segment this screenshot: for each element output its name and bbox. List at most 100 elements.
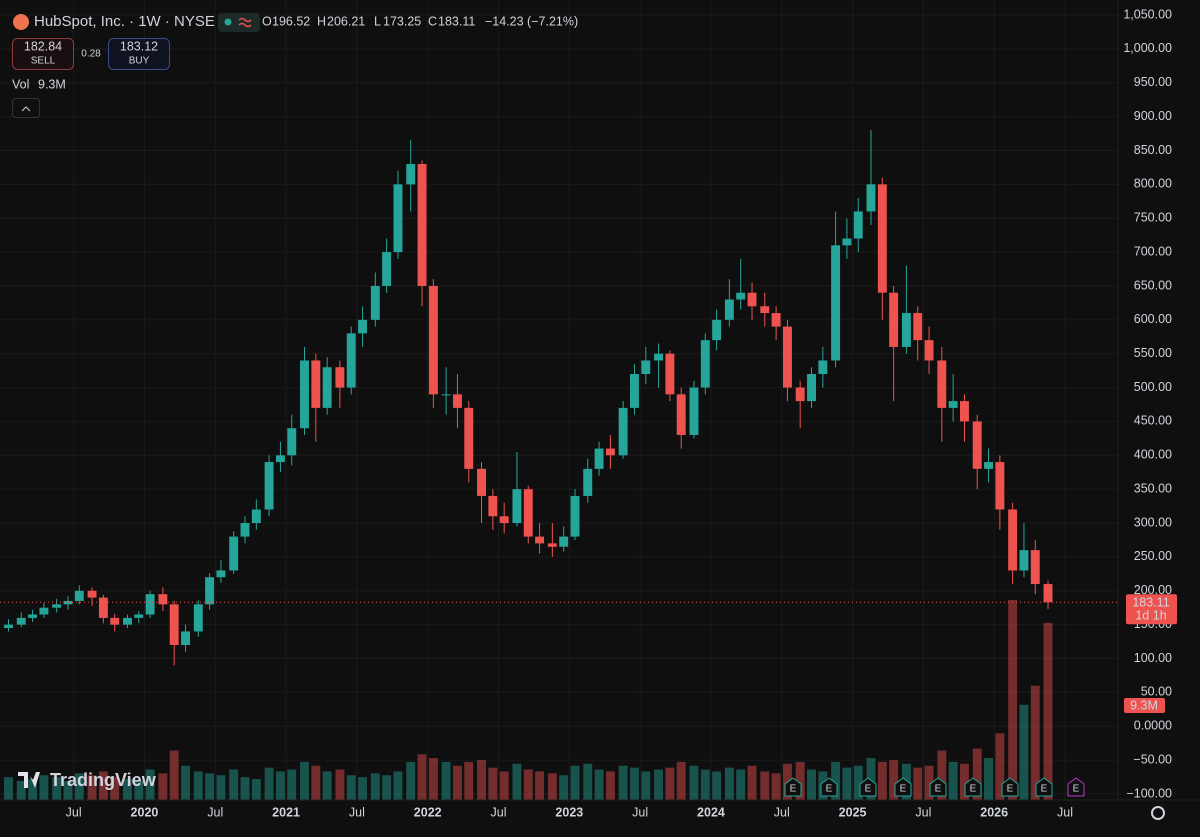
volume-bar (618, 765, 628, 800)
ohlc-value: 196.52 (272, 14, 310, 28)
volume-bar (193, 771, 203, 800)
earnings-label: E (865, 784, 872, 795)
price-tag-countdown: 1d 1h (1135, 609, 1166, 623)
candle-body (771, 313, 781, 327)
settings-button[interactable] (1151, 806, 1165, 820)
candle-body (984, 462, 993, 469)
symbol-title[interactable]: HubSpot, Inc. · 1W · NYSE (34, 13, 215, 30)
candle-body (311, 360, 321, 408)
candle-body (393, 184, 403, 253)
ohlc-label: L (374, 14, 381, 28)
price-tag (1126, 594, 1177, 625)
data-icon (238, 17, 252, 28)
candle-body (216, 570, 226, 578)
earnings-marker[interactable] (820, 777, 838, 797)
candle-body (287, 428, 297, 456)
sell-price: 182.84 (24, 39, 62, 53)
candle-body (866, 184, 876, 212)
candle-body (831, 245, 841, 361)
candle-body (300, 360, 309, 429)
status-badge[interactable] (218, 13, 260, 32)
y-tick-label: 600.00 (1134, 312, 1172, 326)
x-tick-label: Jul (1057, 805, 1073, 819)
earnings-marker[interactable] (929, 777, 947, 797)
x-tick-label: 2021 (272, 805, 300, 819)
candle-body (535, 536, 545, 544)
earnings-label: E (935, 784, 942, 795)
candle-body (452, 394, 462, 408)
buy-button[interactable] (108, 38, 170, 70)
volume-bar (87, 775, 97, 800)
volume-bar (1043, 622, 1053, 800)
buy-label: BUY (129, 56, 150, 67)
candle-body (570, 495, 580, 537)
earnings-marker[interactable] (784, 777, 802, 797)
x-tick-label: Jul (349, 805, 365, 819)
volume-bar (747, 765, 757, 800)
earnings-marker[interactable] (1067, 777, 1085, 797)
earnings-label: E (1073, 784, 1080, 795)
volume-bar (605, 771, 615, 800)
candle-body (1008, 509, 1018, 571)
volume-bar (158, 773, 168, 800)
x-tick-label: 2024 (697, 805, 725, 819)
volume-bar (240, 777, 250, 800)
spread: 0.28 (81, 49, 101, 60)
ohlc-label: H (317, 14, 326, 28)
volume-bar (406, 761, 416, 800)
y-tick-label: 900.00 (1134, 109, 1172, 123)
volume-bar (39, 775, 49, 800)
collapse-button[interactable] (12, 98, 40, 118)
candle-body (1030, 550, 1040, 585)
volume-bar (134, 780, 144, 800)
x-tick-label: Jul (491, 805, 507, 819)
volume-bar (665, 767, 675, 800)
earnings-marker[interactable] (1001, 777, 1019, 797)
candle-body (158, 594, 168, 605)
earnings-marker[interactable] (894, 777, 912, 797)
y-tick-label: 500.00 (1134, 380, 1172, 394)
volume-bar (300, 761, 309, 800)
earnings-marker[interactable] (964, 777, 982, 797)
volume-bar (712, 771, 722, 800)
candle-body (499, 516, 509, 524)
market-status (224, 18, 232, 26)
sell-button[interactable] (12, 38, 74, 70)
candle-body (39, 607, 49, 615)
volume-bar (724, 767, 734, 800)
candle-body (123, 617, 132, 625)
volume-bar (1008, 600, 1018, 800)
candle-body (264, 462, 274, 510)
candle-body (275, 455, 285, 463)
volume-bar (831, 761, 841, 800)
candle-body (417, 164, 427, 286)
volume-bar (98, 771, 108, 800)
ohlc-label: O (262, 14, 272, 28)
sell-label: SELL (31, 56, 56, 67)
volume-bar (169, 750, 179, 800)
volume-bar (807, 769, 816, 800)
volume-bar (594, 769, 604, 800)
candle-body (512, 489, 522, 524)
volume-bar (795, 761, 805, 800)
volume-bar (382, 775, 392, 800)
y-tick-label: 450.00 (1134, 414, 1172, 428)
volume-bar (866, 758, 876, 800)
earnings-marker[interactable] (859, 777, 877, 797)
x-tick-label: 2022 (414, 805, 442, 819)
volume-bar (972, 748, 982, 800)
ohlc-label: C (428, 14, 437, 28)
volume-bar (63, 780, 73, 800)
x-tick-label: Jul (66, 805, 82, 819)
volume-bar (771, 773, 781, 800)
candle-body (807, 374, 816, 402)
volume-bar (535, 771, 545, 800)
earnings-marker[interactable] (1035, 777, 1053, 797)
candle-body (654, 353, 664, 361)
y-tick-label: 1,050.00 (1123, 7, 1172, 21)
candle-body (441, 394, 451, 396)
candle-body (901, 313, 911, 347)
x-tick-label: Jul (774, 805, 790, 819)
candle-body (406, 164, 416, 185)
